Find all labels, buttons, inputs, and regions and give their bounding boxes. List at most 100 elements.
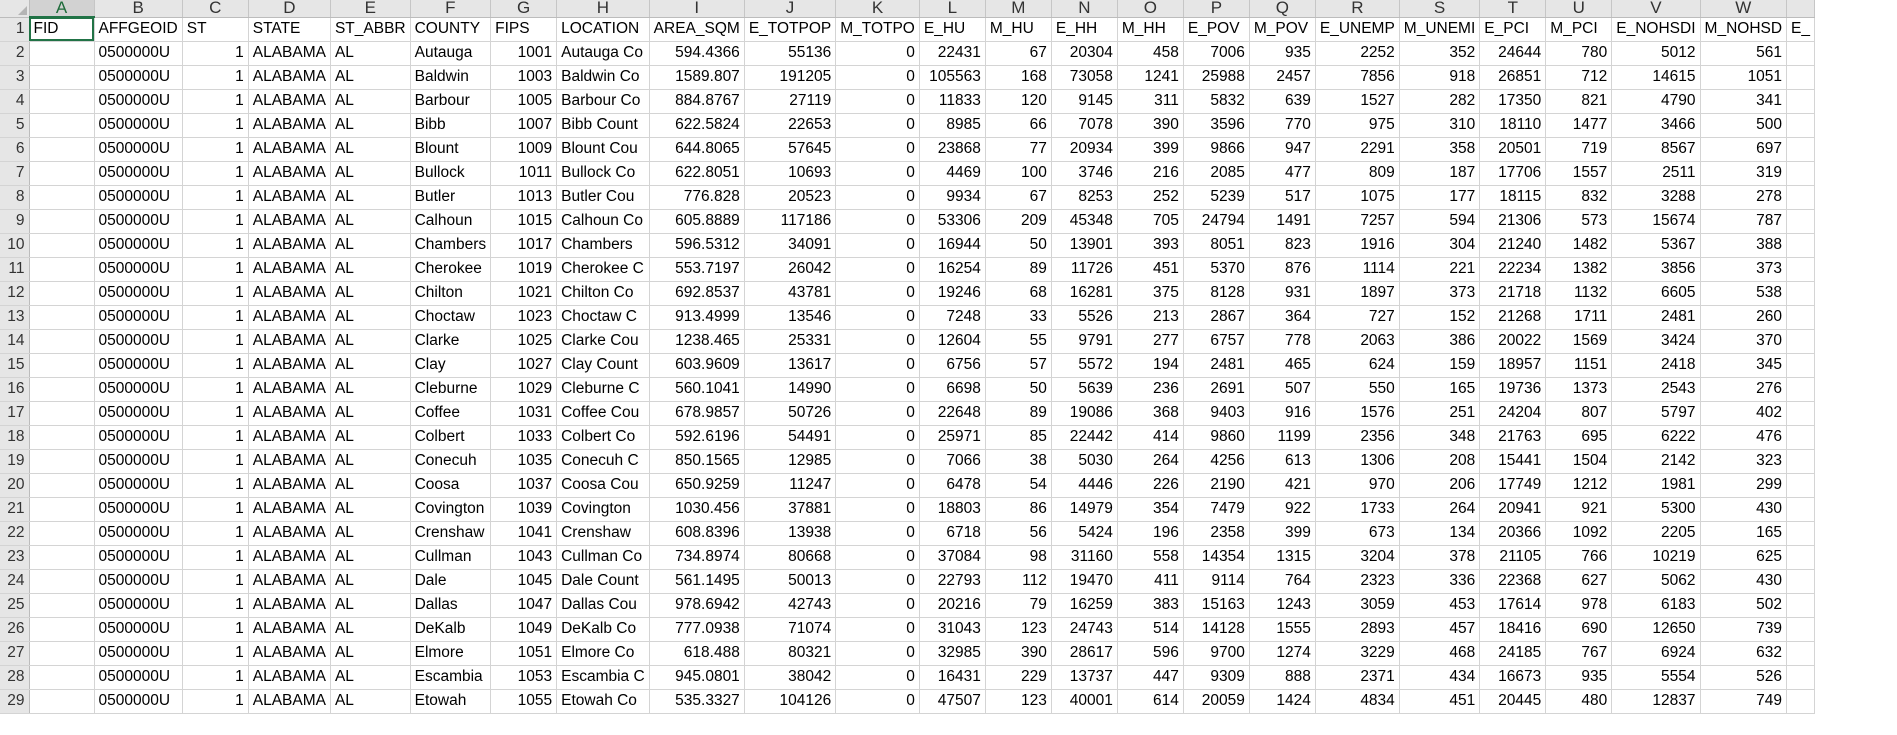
cell[interactable]: 1055	[490, 689, 558, 714]
cell[interactable]: 592.6196	[649, 425, 745, 450]
cell[interactable]: 650.9259	[649, 473, 745, 498]
cell[interactable]: 727	[1315, 305, 1400, 330]
cell[interactable]: 0	[835, 329, 920, 354]
cell[interactable]: 373	[1399, 281, 1481, 306]
cell[interactable]: 24185	[1479, 641, 1547, 666]
cell[interactable]	[1786, 569, 1816, 594]
cell[interactable]: 23868	[919, 137, 986, 162]
column-header-s[interactable]: S	[1399, 0, 1481, 18]
cell[interactable]: 1	[182, 185, 249, 210]
cell[interactable]: ALABAMA	[248, 689, 331, 714]
cell[interactable]: 336	[1399, 569, 1481, 594]
cell[interactable]: 451	[1399, 689, 1481, 714]
cell[interactable]: 50	[985, 233, 1052, 258]
field-name-cell[interactable]: M_UNEMI	[1399, 17, 1481, 42]
cell[interactable]: 2085	[1183, 161, 1250, 186]
cell[interactable]: 5030	[1051, 449, 1118, 474]
cell[interactable]: 596	[1117, 641, 1184, 666]
cell[interactable]	[29, 233, 95, 258]
cell[interactable]: 0500000U	[94, 377, 183, 402]
cell[interactable]: 931	[1249, 281, 1316, 306]
cell[interactable]: Bibb Count	[556, 113, 650, 138]
cell[interactable]: AL	[330, 545, 411, 570]
field-name-cell[interactable]: E_UNEMP	[1315, 17, 1400, 42]
cell[interactable]: 561	[1700, 41, 1788, 66]
cell[interactable]	[29, 137, 95, 162]
cell[interactable]: 393	[1117, 233, 1184, 258]
cell[interactable]: Calhoun	[410, 209, 492, 234]
column-header-j[interactable]: J	[744, 0, 837, 18]
cell[interactable]: 414	[1117, 425, 1184, 450]
cell[interactable]: ALABAMA	[248, 161, 331, 186]
cell[interactable]: ALABAMA	[248, 641, 331, 666]
cell[interactable]: 6222	[1611, 425, 1701, 450]
cell[interactable]: 1	[182, 593, 249, 618]
cell[interactable]: AL	[330, 281, 411, 306]
cell[interactable]: 0	[835, 113, 920, 138]
cell[interactable]: 21240	[1479, 233, 1547, 258]
cell[interactable]: Chambers	[410, 233, 492, 258]
cell[interactable]: 229	[985, 665, 1052, 690]
cell[interactable]	[29, 113, 95, 138]
cell[interactable]: ALABAMA	[248, 497, 331, 522]
row-header[interactable]: 11	[0, 257, 30, 282]
cell[interactable]: ALABAMA	[248, 401, 331, 426]
cell[interactable]: ALABAMA	[248, 665, 331, 690]
cell[interactable]: 411	[1117, 569, 1184, 594]
cell[interactable]: 4446	[1051, 473, 1118, 498]
cell[interactable]: 38042	[744, 665, 837, 690]
cell[interactable]: 0	[835, 401, 920, 426]
cell[interactable]: 1897	[1315, 281, 1400, 306]
cell[interactable]: 16673	[1479, 665, 1547, 690]
cell[interactable]: 719	[1545, 137, 1613, 162]
cell[interactable]: 364	[1249, 305, 1316, 330]
cell[interactable]: Cleburne C	[556, 377, 650, 402]
cell[interactable]: 0500000U	[94, 641, 183, 666]
cell[interactable]: 594.4366	[649, 41, 745, 66]
cell[interactable]: 26042	[744, 257, 837, 282]
cell[interactable]: Cullman Co	[556, 545, 650, 570]
row-header[interactable]: 5	[0, 113, 30, 138]
cell[interactable]: 10219	[1611, 545, 1701, 570]
cell[interactable]: 1023	[490, 305, 558, 330]
cell[interactable]: ALABAMA	[248, 353, 331, 378]
cell[interactable]: ALABAMA	[248, 329, 331, 354]
cell[interactable]: 1238.465	[649, 329, 745, 354]
cell[interactable]	[29, 689, 95, 714]
cell[interactable]: 618.488	[649, 641, 745, 666]
cell[interactable]: 2323	[1315, 569, 1400, 594]
cell[interactable]: 0	[835, 617, 920, 642]
cell[interactable]: ALABAMA	[248, 185, 331, 210]
cell[interactable]: 209	[985, 209, 1052, 234]
cell[interactable]: 1	[182, 281, 249, 306]
cell[interactable]: 1	[182, 161, 249, 186]
cell[interactable]: 50	[985, 377, 1052, 402]
cell[interactable]: 476	[1700, 425, 1788, 450]
cell[interactable]: 807	[1545, 401, 1613, 426]
cell[interactable]: AL	[330, 137, 411, 162]
cell[interactable]: 354	[1117, 497, 1184, 522]
cell[interactable]: AL	[330, 89, 411, 114]
cell[interactable]: 3856	[1611, 257, 1701, 282]
cell[interactable]: 1047	[490, 593, 558, 618]
cell[interactable]: 399	[1249, 521, 1316, 546]
cell[interactable]: 8985	[919, 113, 986, 138]
cell[interactable]: 596.5312	[649, 233, 745, 258]
cell[interactable]: 1241	[1117, 65, 1184, 90]
cell[interactable]: 2205	[1611, 521, 1701, 546]
cell[interactable]: AL	[330, 617, 411, 642]
cell[interactable]: 0500000U	[94, 257, 183, 282]
cell[interactable]	[1786, 329, 1816, 354]
column-header-p[interactable]: P	[1183, 0, 1250, 18]
cell[interactable]: Choctaw	[410, 305, 492, 330]
cell[interactable]: 304	[1399, 233, 1481, 258]
cell[interactable]: AL	[330, 497, 411, 522]
cell[interactable]: 558	[1117, 545, 1184, 570]
cell[interactable]: 260	[1700, 305, 1788, 330]
cell[interactable]: 613	[1249, 449, 1316, 474]
cell[interactable]: 935	[1249, 41, 1316, 66]
cell[interactable]: 922	[1249, 497, 1316, 522]
cell[interactable]: 20445	[1479, 689, 1547, 714]
cell[interactable]: 0500000U	[94, 185, 183, 210]
field-name-cell[interactable]: M_PCI	[1545, 17, 1613, 42]
